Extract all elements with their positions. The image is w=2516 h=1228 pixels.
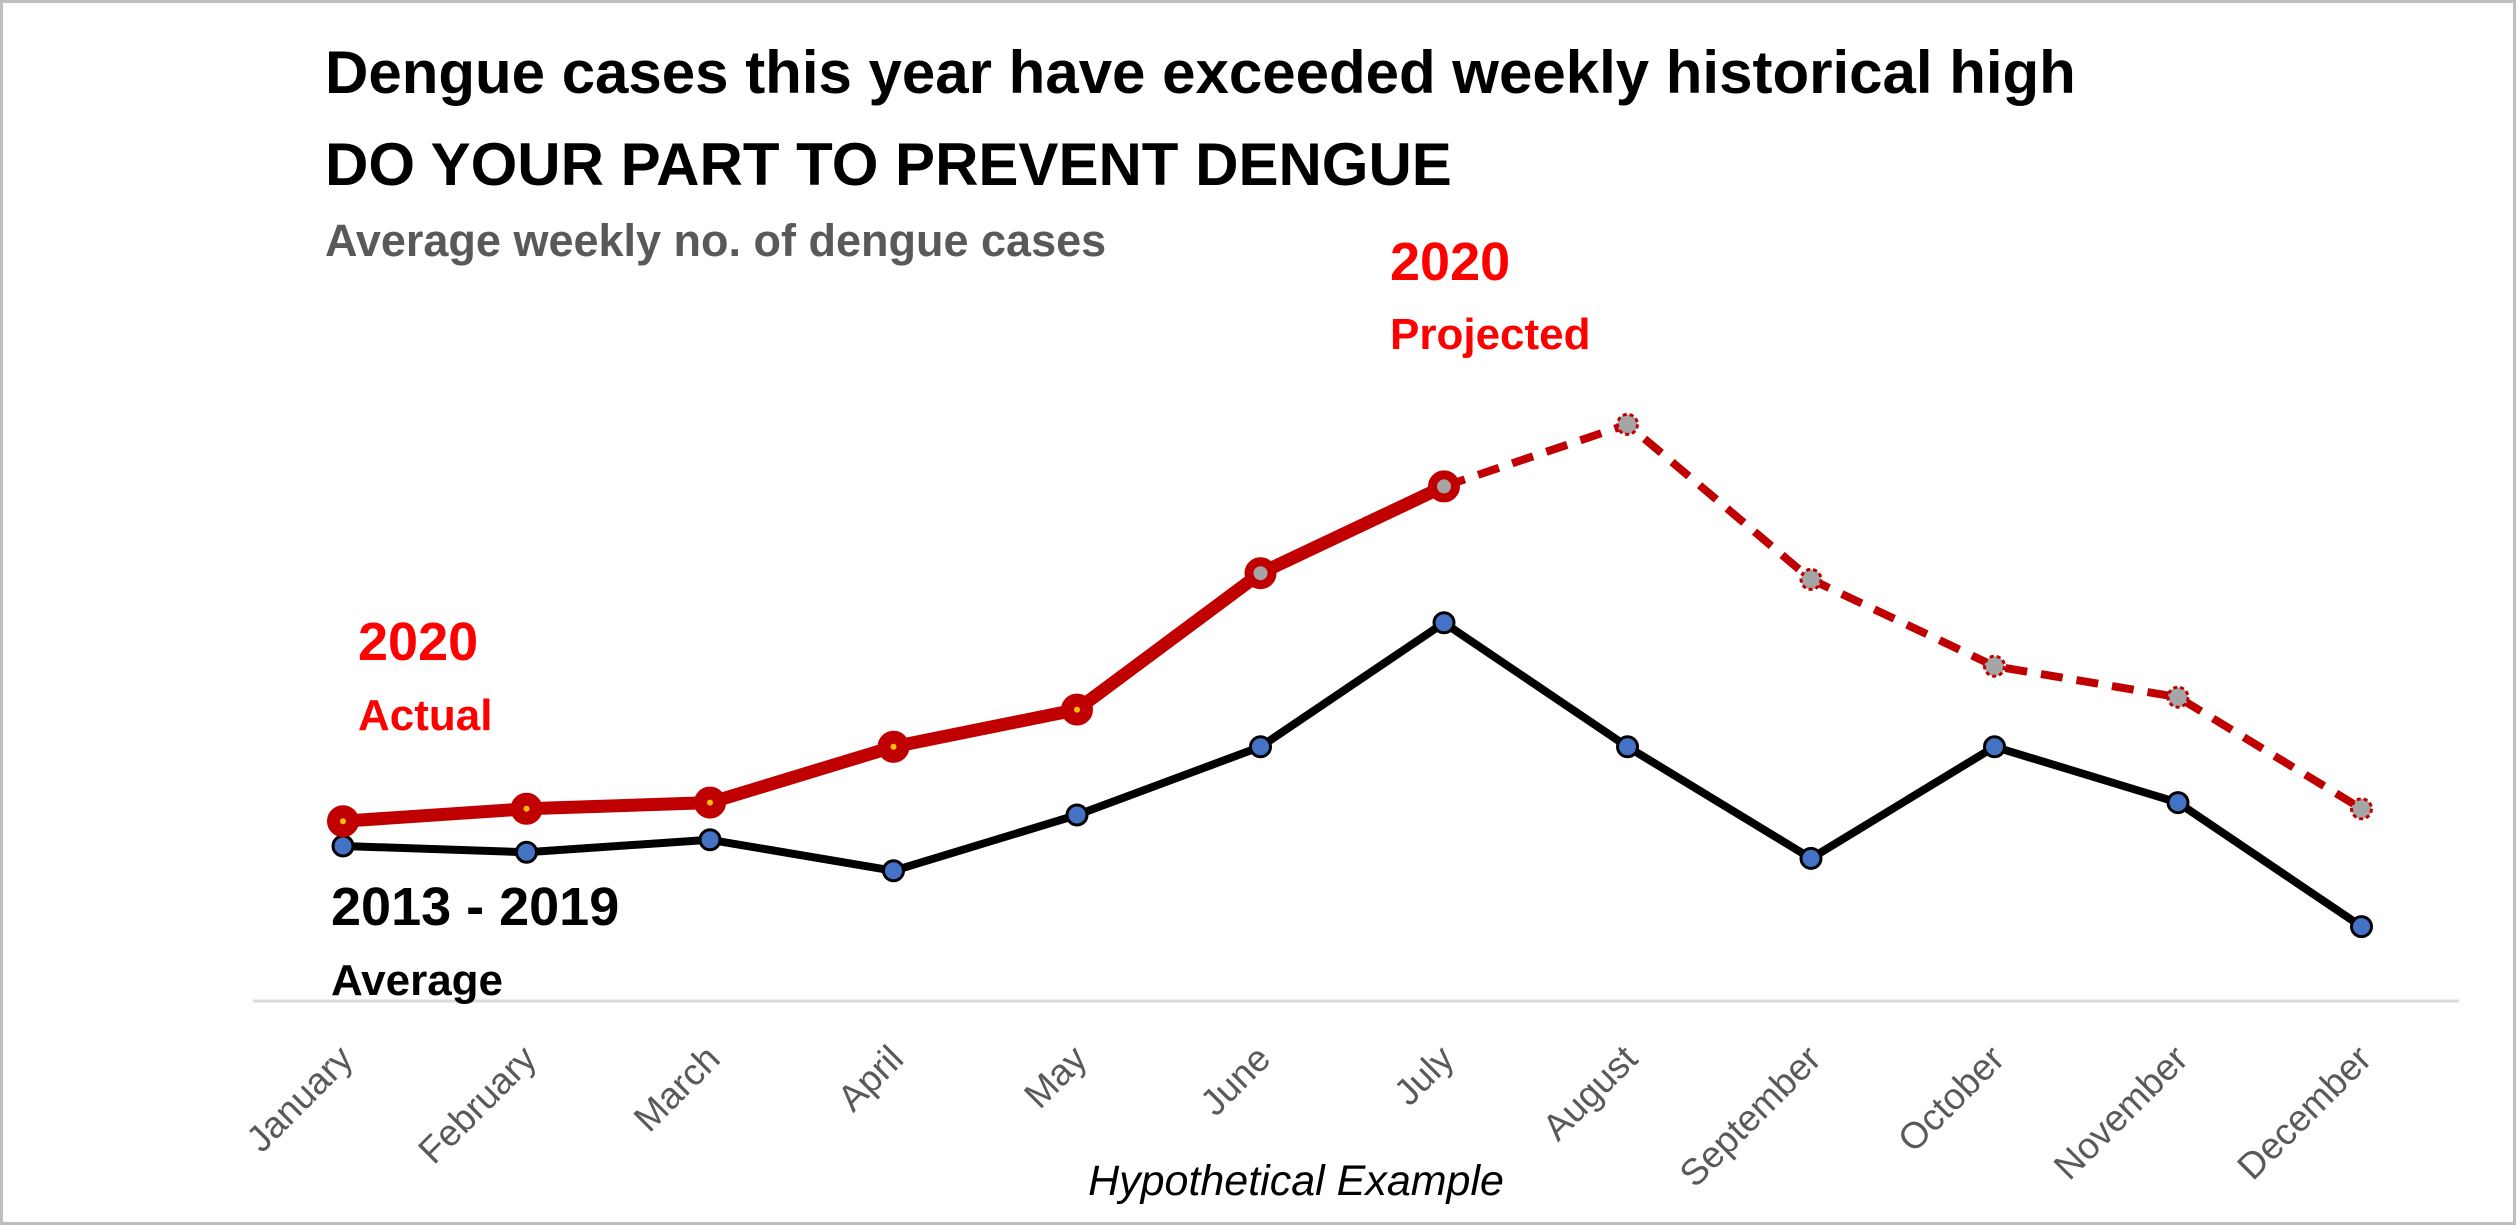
data-point-average [2350, 915, 2373, 939]
series-label-average-line2: Average [331, 956, 503, 1005]
x-tick-label: August [1535, 1037, 1646, 1148]
series-label-projected-line1: 2020 [1390, 232, 1510, 292]
data-point-average [1065, 803, 1089, 827]
line-chart: Dengue cases this year have exceeded wee… [239, 39, 2459, 1205]
data-point-actual-center [1253, 566, 1268, 581]
data-point-projected [1799, 567, 1823, 591]
x-tick-label: January [239, 1037, 361, 1159]
data-point-average [331, 834, 355, 858]
series-line-actual [342, 480, 1447, 828]
data-point-actual-center [707, 799, 713, 806]
series-line-average [342, 618, 2364, 930]
x-tick-label: February [410, 1037, 544, 1171]
data-point-actual-center [1437, 479, 1451, 494]
series-label-actual-line1: 2020 [358, 612, 478, 672]
chart-subtitle: DO YOUR PART TO PREVENT DENGUE [325, 131, 1452, 198]
x-tick-label: May [1016, 1037, 1095, 1116]
data-point-average [882, 859, 905, 883]
data-point-average [1799, 846, 1823, 870]
data-point-average [1249, 735, 1272, 759]
plot-area: January February March April May June July Augu… [239, 232, 2459, 1195]
x-tick-label: June [1192, 1038, 1278, 1124]
data-point-projected [1983, 654, 2006, 678]
series-label-projected-line2: Projected [1390, 310, 1591, 359]
x-tick-label: December [2229, 1038, 2379, 1188]
data-point-average [1983, 735, 2006, 759]
x-tick-label: September [1672, 1038, 1829, 1195]
data-point-projected [2350, 797, 2373, 821]
chart-title: Dengue cases this year have exceeded wee… [325, 39, 2076, 106]
data-point-projected [1616, 412, 1639, 436]
data-point-average [515, 840, 538, 864]
data-point-average [2166, 791, 2190, 815]
data-point-actual-center [1074, 706, 1080, 713]
series-label-actual-line2: Actual [358, 691, 492, 740]
data-point-actual-center [523, 805, 530, 812]
y-axis-label: Average weekly no. of dengue cases [325, 215, 1106, 266]
x-tick-label: March [626, 1038, 728, 1140]
x-tick-label: April [830, 1038, 911, 1119]
data-point-actual-center [340, 818, 346, 825]
data-point-actual-center [890, 743, 897, 750]
x-tick-label: July [1386, 1037, 1462, 1113]
series-label-average-line1: 2013 - 2019 [331, 877, 619, 937]
data-point-average [1432, 611, 1456, 635]
x-axis-label: Hypothetical Example [1088, 1157, 1504, 1205]
data-point-projected [2166, 685, 2190, 709]
series-line-projected [1442, 420, 2364, 813]
data-point-average [1616, 735, 1639, 759]
x-tick-label: November [2046, 1038, 2196, 1188]
x-tick-label: October [1890, 1038, 2012, 1160]
data-point-average [698, 828, 722, 852]
